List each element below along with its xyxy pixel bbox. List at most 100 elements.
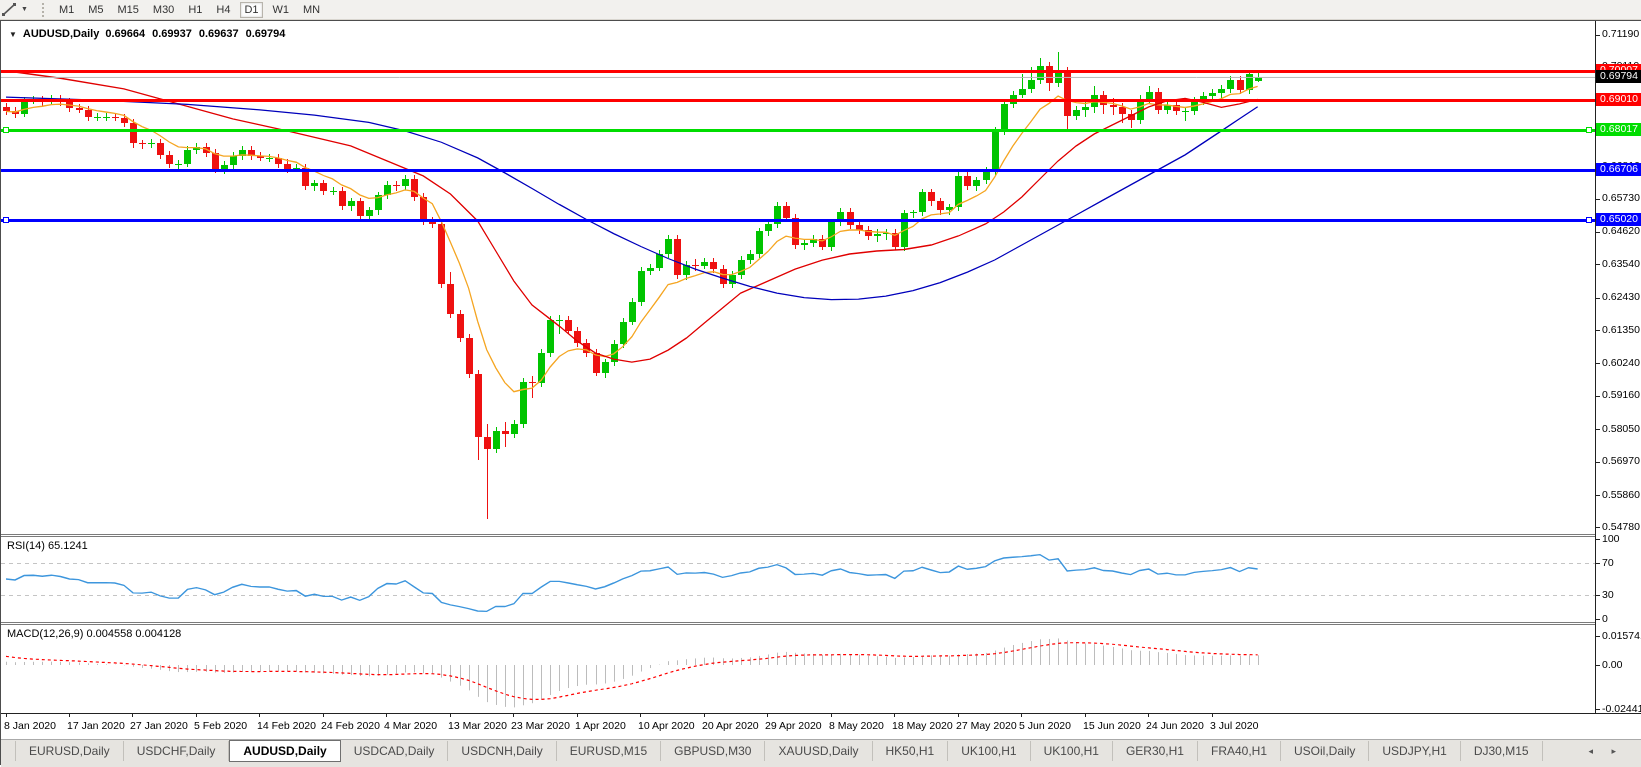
date-tick bbox=[767, 714, 768, 717]
rsi-indicator-panel[interactable] bbox=[1, 537, 1595, 622]
chart-tab-ger30-h1[interactable]: GER30,H1 bbox=[1113, 741, 1198, 761]
date-label: 1 Apr 2020 bbox=[575, 720, 626, 732]
time-axis[interactable]: 8 Jan 2020 17 Jan 2020 27 Jan 2020 5 Feb 20… bbox=[1, 713, 1641, 740]
chart-tab-usdcnh-daily[interactable]: USDCNH,Daily bbox=[448, 741, 557, 761]
panel-separator[interactable] bbox=[1, 622, 1641, 625]
main-price-chart[interactable] bbox=[1, 21, 1595, 534]
toolbar-grip[interactable] bbox=[41, 2, 44, 17]
chart-tab-dj30-m15[interactable]: DJ30,M15 bbox=[1461, 741, 1543, 761]
price-tick bbox=[1596, 264, 1600, 265]
price-tick bbox=[1596, 429, 1600, 430]
timeframe-button-m1[interactable]: M1 bbox=[58, 3, 75, 16]
timeframe-button-h4[interactable]: H4 bbox=[216, 3, 231, 16]
price-tick bbox=[1596, 462, 1600, 463]
price-tick-label: 0.56970 bbox=[1602, 455, 1640, 467]
date-label: 27 Jan 2020 bbox=[130, 720, 188, 732]
hline-price-label: 0.66706 bbox=[1596, 163, 1641, 176]
price-tick-label: 0.65730 bbox=[1602, 192, 1640, 204]
tab-scroll-arrows[interactable]: ◂ ▸ bbox=[1588, 746, 1624, 756]
dropdown-arrow-icon[interactable]: ▼ bbox=[21, 6, 28, 13]
chart-tab-eurusd-daily[interactable]: EURUSD,Daily bbox=[15, 741, 124, 761]
ohlc-values: 0.69664 0.69937 0.69637 0.69794 bbox=[105, 28, 285, 40]
price-tick-label: 0.71190 bbox=[1602, 28, 1640, 40]
date-tick bbox=[894, 714, 895, 717]
hline-price-label: 0.69010 bbox=[1596, 93, 1641, 106]
chart-tab-uk100-h1[interactable]: UK100,H1 bbox=[948, 741, 1031, 761]
price-tick bbox=[1596, 396, 1600, 397]
open-value: 0.69664 bbox=[105, 28, 146, 40]
chart-tab-usdchf-daily[interactable]: USDCHF,Daily bbox=[124, 741, 230, 761]
macd-axis-label: -0.024412 bbox=[1602, 703, 1641, 715]
date-tick bbox=[132, 714, 133, 717]
low-value: 0.69637 bbox=[198, 28, 239, 40]
chart-tab-uk100-h1[interactable]: UK100,H1 bbox=[1031, 741, 1113, 761]
price-tick-label: 0.63540 bbox=[1602, 258, 1640, 270]
date-label: 4 Mar 2020 bbox=[384, 720, 438, 732]
date-tick bbox=[704, 714, 705, 717]
date-tick bbox=[1212, 714, 1213, 717]
chart-tab-audusd-daily[interactable]: AUDUSD,Daily bbox=[229, 740, 341, 762]
rsi-axis-label: 100 bbox=[1602, 533, 1620, 545]
date-tick bbox=[831, 714, 832, 717]
chart-tab-usoil-daily[interactable]: USOil,Daily bbox=[1281, 741, 1370, 761]
chart-tab-gbpusd-m30[interactable]: GBPUSD,M30 bbox=[661, 741, 766, 761]
symbol-label: AUDUSD,Daily bbox=[22, 28, 100, 40]
chart-tab-bar: EURUSD,Daily USDCHF,Daily AUDUSD,Daily USDC… bbox=[1, 739, 1641, 767]
price-tick-label: 0.64620 bbox=[1602, 225, 1640, 237]
rsi-axis-label: 70 bbox=[1602, 557, 1614, 569]
close-value: 0.69794 bbox=[245, 28, 286, 40]
date-tick bbox=[958, 714, 959, 717]
macd-axis-label: 0.015741 bbox=[1602, 630, 1641, 642]
date-tick bbox=[640, 714, 641, 717]
timeframe-button-d1[interactable]: D1 bbox=[240, 1, 263, 18]
price-tick bbox=[1596, 363, 1600, 364]
chart-tab-usdjpy-h1[interactable]: USDJPY,H1 bbox=[1369, 741, 1461, 761]
date-tick bbox=[1021, 714, 1022, 717]
price-tick bbox=[1596, 495, 1600, 496]
date-tick bbox=[1148, 714, 1149, 717]
current-price-label: 0.69794 bbox=[1596, 70, 1641, 83]
date-tick bbox=[386, 714, 387, 717]
chart-tab-hk50-h1[interactable]: HK50,H1 bbox=[873, 741, 949, 761]
date-tick bbox=[577, 714, 578, 717]
date-label: 5 Feb 2020 bbox=[194, 720, 248, 732]
price-tick bbox=[1596, 527, 1600, 528]
timeframe-button-m30[interactable]: M30 bbox=[152, 3, 175, 16]
rsi-axis-tick bbox=[1596, 539, 1600, 540]
hline-price-label: 0.65020 bbox=[1596, 213, 1641, 226]
date-label: 8 Jan 2020 bbox=[4, 720, 56, 732]
chart-tab-xauusd-daily[interactable]: XAUUSD,Daily bbox=[765, 741, 873, 761]
timeframe-button-group: M1 M5 M15 M30 H1 H4 D1 W1 MN bbox=[52, 1, 327, 18]
date-tick bbox=[450, 714, 451, 717]
price-tick-label: 0.61350 bbox=[1602, 324, 1640, 336]
timeframe-button-w1[interactable]: W1 bbox=[272, 3, 290, 16]
date-label: 13 Mar 2020 bbox=[448, 720, 507, 732]
date-label: 5 Jun 2020 bbox=[1019, 720, 1071, 732]
chart-tab-fra40-h1[interactable]: FRA40,H1 bbox=[1198, 741, 1282, 761]
date-label: 24 Jun 2020 bbox=[1146, 720, 1204, 732]
chart-tab-eurusd-m15[interactable]: EURUSD,M15 bbox=[557, 741, 662, 761]
panel-separator[interactable] bbox=[1, 534, 1641, 537]
timeframe-button-h1[interactable]: H1 bbox=[188, 3, 203, 16]
chart-window: ▼ AUDUSD,Daily 0.69664 0.69937 0.69637 0… bbox=[0, 20, 1641, 767]
date-label: 23 Mar 2020 bbox=[511, 720, 570, 732]
macd-axis-tick bbox=[1596, 636, 1600, 637]
date-label: 3 Jul 2020 bbox=[1210, 720, 1259, 732]
timeframe-button-mn[interactable]: MN bbox=[303, 3, 321, 16]
rsi-axis-label: 30 bbox=[1602, 589, 1614, 601]
trendline-icon[interactable] bbox=[1, 2, 19, 17]
price-tick-label: 0.59160 bbox=[1602, 389, 1640, 401]
macd-axis-label: 0.00 bbox=[1602, 659, 1623, 671]
hline-price-label: 0.68017 bbox=[1596, 123, 1641, 136]
timeframe-button-m15[interactable]: M15 bbox=[117, 3, 139, 16]
chart-tab-usdcad-daily[interactable]: USDCAD,Daily bbox=[341, 741, 449, 761]
date-tick bbox=[196, 714, 197, 717]
date-label: 10 Apr 2020 bbox=[638, 720, 695, 732]
macd-indicator-panel[interactable] bbox=[1, 625, 1595, 713]
price-tick bbox=[1596, 199, 1600, 200]
date-label: 24 Feb 2020 bbox=[321, 720, 380, 732]
date-tick bbox=[513, 714, 514, 717]
price-tick-label: 0.60240 bbox=[1602, 357, 1640, 369]
timeframe-button-m5[interactable]: M5 bbox=[88, 3, 104, 16]
collapse-arrow-icon[interactable]: ▼ bbox=[9, 29, 17, 39]
